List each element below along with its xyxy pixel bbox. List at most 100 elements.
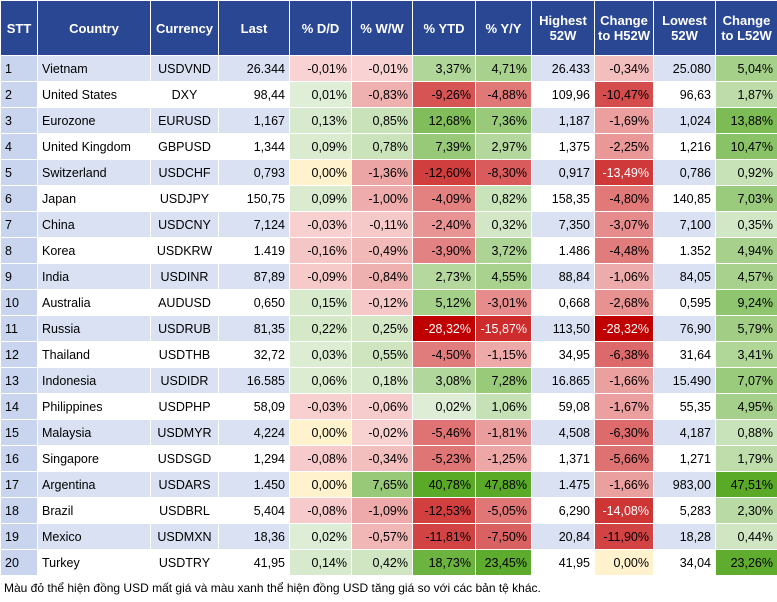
table-cell: India [37,263,151,290]
table-cell: -12,53% [412,497,476,524]
table-cell: 87,89 [218,263,290,290]
table-cell: 18,28 [653,523,716,550]
table-cell: -2,40% [412,211,476,238]
table-cell: -0,09% [289,263,352,290]
table-cell: 1 [0,55,38,82]
table-cell: -4,48% [594,237,654,264]
table-cell: 40,78% [412,471,476,498]
table-cell: 2,30% [715,497,777,524]
table-row: 14 Philippines USDPHP 58,09 -0,03% -0,06% 0,02… [0,393,777,420]
table-cell: USDINR [150,263,219,290]
table-cell: USDCHF [150,159,219,186]
table-cell: 109,96 [531,81,595,108]
table-cell: 0,85% [351,107,413,134]
table-cell: 16 [0,445,38,472]
table-cell: 0,18% [351,367,413,394]
table-cell: Malaysia [37,419,151,446]
table-cell: 1.450 [218,471,290,498]
table-cell: -8,30% [475,159,532,186]
table-cell: -5,23% [412,445,476,472]
table-cell: 0,09% [289,185,352,212]
table-cell: 88,84 [531,263,595,290]
header-row: STT Country Currency Last% D/D% W/W% YTD% Y… [0,0,777,56]
table-cell: -1,69% [594,107,654,134]
table-cell: 1,271 [653,445,716,472]
table-cell: 8 [0,237,38,264]
table-cell: 0,00% [594,549,654,576]
table-cell: 0,02% [412,393,476,420]
table-cell: 23,45% [475,549,532,576]
table-cell: Eurozone [37,107,151,134]
table-cell: 10 [0,289,38,316]
table-cell: Argentina [37,471,151,498]
table-cell: 2,73% [412,263,476,290]
table-cell: -0,01% [351,55,413,82]
table-row: 10 Australia AUDUSD 0,650 0,15% -0,12% 5,12% -3… [0,289,777,316]
table-cell: 20,84 [531,523,595,550]
table-cell: 0,13% [289,107,352,134]
table-cell: -13,49% [594,159,654,186]
table-cell: 13,88% [715,107,777,134]
table-cell: 983,00 [653,471,716,498]
header-cell: % YTD [412,0,476,56]
table-cell: 0,03% [289,341,352,368]
table-cell: 7,36% [475,107,532,134]
table-cell: 0,06% [289,367,352,394]
table-cell: 6,290 [531,497,595,524]
table-cell: 84,05 [653,263,716,290]
table-cell: -1,25% [475,445,532,472]
table-cell: United States [37,81,151,108]
table-cell: Switzerland [37,159,151,186]
table-cell: -1,00% [351,185,413,212]
table-cell: 4,94% [715,237,777,264]
table-cell: -3,90% [412,237,476,264]
table-cell: 0,00% [289,471,352,498]
table-cell: -0,83% [351,81,413,108]
header-cell: % W/W [351,0,413,56]
table-cell: 7 [0,211,38,238]
table-cell: 7,100 [653,211,716,238]
table-cell: 18,73% [412,549,476,576]
table-cell: 18,36 [218,523,290,550]
table-cell: 3 [0,107,38,134]
table-cell: 9,24% [715,289,777,316]
table-cell: 0,00% [289,159,352,186]
table-cell: 1,187 [531,107,595,134]
table-cell: -4,50% [412,341,476,368]
table-cell: 25.080 [653,55,716,82]
table-cell: 150,75 [218,185,290,212]
header-cell: STT [0,0,38,56]
table-cell: Mexico [37,523,151,550]
table-cell: -1,66% [594,367,654,394]
table-row: 15 Malaysia USDMYR 4,224 0,00% -0,02% -5,46% -1… [0,419,777,446]
table-cell: 3,41% [715,341,777,368]
table-cell: 7,07% [715,367,777,394]
table-cell: 81,35 [218,315,290,342]
table-cell: 5,04% [715,55,777,82]
table-cell: USDARS [150,471,219,498]
table-cell: Japan [37,185,151,212]
table-cell: -0,84% [351,263,413,290]
table-cell: 41,95 [218,549,290,576]
table-cell: -3,07% [594,211,654,238]
table-cell: United Kingdom [37,133,151,160]
header-cell: Change to H52W [594,0,654,56]
table-cell: 0,25% [351,315,413,342]
table-cell: -0,34% [594,55,654,82]
table-cell: 0,78% [351,133,413,160]
table-cell: -0,02% [351,419,413,446]
table-cell: -4,80% [594,185,654,212]
table-cell: -0,03% [289,393,352,420]
table-cell: 5,283 [653,497,716,524]
header-cell: % D/D [289,0,352,56]
table-cell: Thailand [37,341,151,368]
table-cell: 1,79% [715,445,777,472]
table-cell: -0,08% [289,497,352,524]
table-cell: 19 [0,523,38,550]
table-cell: 18 [0,497,38,524]
table-cell: 1,024 [653,107,716,134]
table-cell: USDPHP [150,393,219,420]
table-cell: 5,12% [412,289,476,316]
table-cell: -7,50% [475,523,532,550]
table-row: 1 Vietnam USDVND 26.344 -0,01% -0,01% 3,37% 4,7… [0,55,777,82]
